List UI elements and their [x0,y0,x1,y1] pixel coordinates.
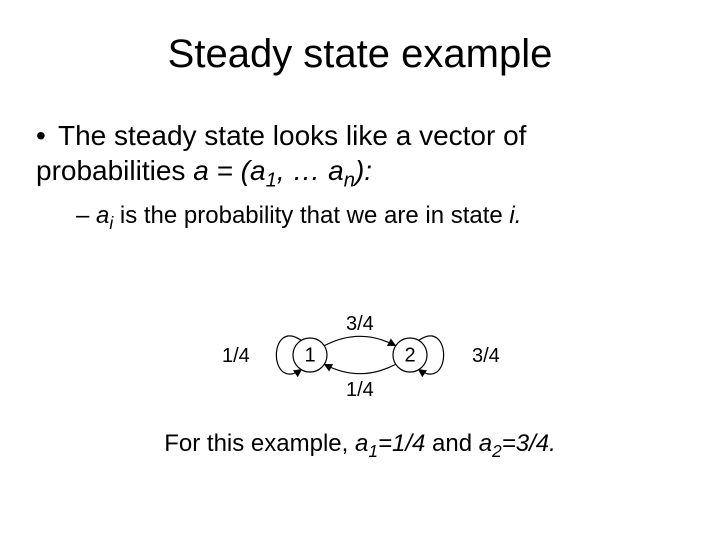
ai-var: ai [96,202,113,229]
footer-a1-sub: 1 [368,441,378,461]
svg-text:1/4: 1/4 [222,345,250,367]
bullet-sub: –ai is the probability that we are in st… [76,200,676,234]
vec-sep: , … a [277,155,344,186]
footer-a2-val: =3/4. [502,430,556,457]
footer-a2-sub: 2 [492,441,502,461]
svg-text:3/4: 3/4 [346,313,374,335]
ai-a: a [96,202,109,229]
bullet-main-text: The steady state looks like a vector of … [36,120,526,186]
bullet-dash: – [76,200,96,231]
markov-diagram: 1/4 3/4 1/4 3/4 1 2 [180,300,530,415]
footer-a1-val: =1/4 [378,430,425,457]
slide-title: Steady state example [0,32,720,77]
diagram-svg: 1/4 3/4 1/4 3/4 1 2 [180,300,530,410]
sub-n: n [344,170,355,192]
footer-a2-label: a [479,430,492,457]
vec-close: ): [355,155,372,186]
slide: Steady state example •The steady state l… [0,0,720,540]
svg-text:1: 1 [304,344,315,366]
bullet-sub-mid: is the probability that we are in state [113,202,509,229]
footer-a1: a1=1/4 [355,430,425,457]
bullet-sub-text: ai is the probability that we are in sta… [96,202,521,229]
vector-expr: a = (a1, … an): [193,155,372,186]
footer-text: For this example, a1=1/4 and a2=3/4. [0,430,720,462]
bullet-sub-end: i. [509,202,521,229]
vec-a: a = (a [193,155,265,186]
svg-text:1/4: 1/4 [346,379,374,401]
sub-1: 1 [266,170,277,192]
svg-text:3/4: 3/4 [472,345,500,367]
footer-prefix: For this example, [164,430,355,457]
svg-text:2: 2 [404,344,415,366]
footer-a1-label: a [355,430,368,457]
bullet-dot: • [36,118,58,153]
bullet-main: •The steady state looks like a vector of… [36,118,676,194]
footer-a2: a2=3/4. [479,430,556,457]
footer-and: and [425,430,478,457]
